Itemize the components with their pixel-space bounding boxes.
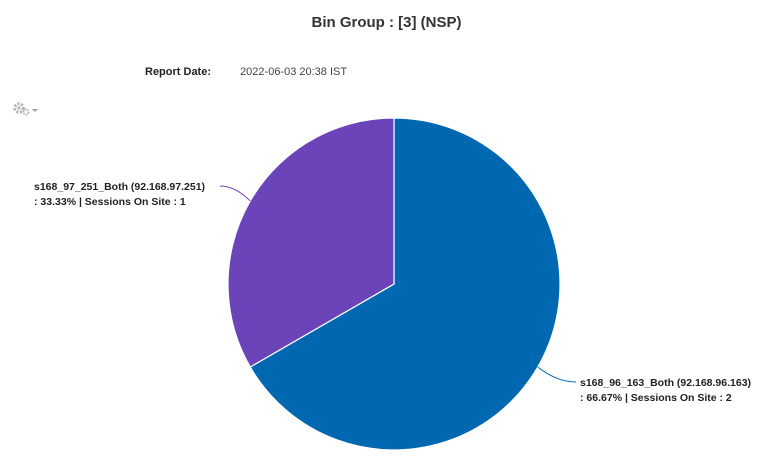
slice-label-2-line-2: : 33.33% | Sessions On Site : 1 (34, 196, 186, 208)
slice-connector-1 (537, 366, 577, 383)
chart-title: Bin Group : [3] (NSP) (311, 14, 462, 31)
slice-label-1-line-1: s168_96_163_Both (92.168.96.163) (580, 377, 751, 389)
slice-label-2-line-1: s168_97_251_Both (92.168.97.251) (34, 181, 205, 193)
report-date-label: Report Date: (145, 66, 212, 78)
report-date-row: Report Date: 2022-06-03 20:38 IST (145, 66, 347, 78)
report-date-value: 2022-06-03 20:38 IST (240, 66, 348, 78)
slice-connector-2 (219, 185, 251, 202)
pie-slice-2[interactable] (227, 117, 395, 368)
gear-dropdown-icon (13, 102, 38, 116)
slice-label-1-line-2: : 66.67% | Sessions On Site : 2 (580, 392, 732, 404)
gear-icon[interactable] (12, 100, 40, 118)
pie-slice-1[interactable] (249, 117, 561, 451)
